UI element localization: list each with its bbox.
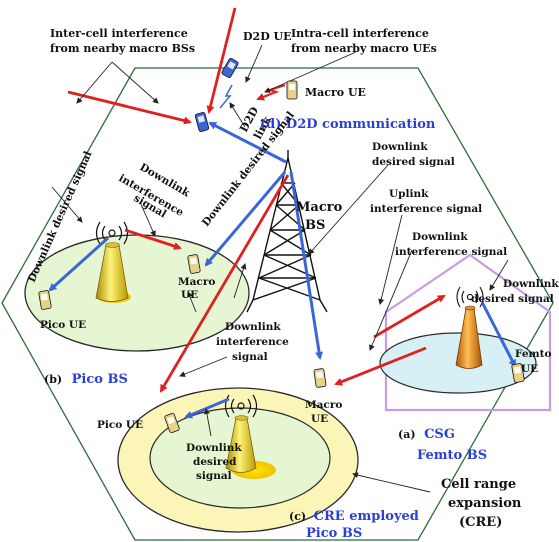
csg-femto-text: Femto BS [417,448,487,463]
pico-ue-left-phone [38,290,52,310]
dl-if-mid-label-3: signal [232,351,268,363]
pico-ue-bottom-phone [164,412,180,434]
femto-house [384,253,552,412]
dl-desired-bottom-label-2: desired [193,456,237,468]
macro-ue-mid-phone [313,368,327,388]
uplink-if-label-2: interference signal [370,203,482,215]
dl-desired-bottom-label-3: signal [196,470,232,482]
macro-ue-mid-label-2: UE [311,413,328,425]
cre-pico-bs-tower [224,394,276,479]
femto-ue-label-2: UE [521,363,538,375]
intra-cell-label-2: from nearby macro UEs [291,42,437,55]
d2d-link-zigzag [219,84,233,109]
macro-cell-hexagon [1,67,554,541]
macro-ue-left-label-1: Macro [178,276,215,288]
pico-ue-bottom-label: Pico UE [97,419,143,431]
cre-range-label-3: (CRE) [459,515,502,530]
intra-cell-interference-zigzag [256,83,286,101]
macro-ue-mid-label-1: Macro [305,399,342,411]
macro-ue-left-phone [187,254,201,274]
pico-bs-prefix: (b) [44,373,62,386]
cre-range-label-2: expansion [448,496,522,511]
dl-desired-right-label-1: Downlink [503,278,559,290]
macro-ue-left-label-2: UE [181,289,198,301]
dl-desired-right-label-2: desired signal [471,293,554,305]
interference-arrows [67,7,446,393]
cre-pico-text: Pico BS [306,526,362,541]
intra-cell-label-1: Intra-cell interference [291,27,429,40]
csg-label-2: Femto BS [417,448,487,463]
leader-lines [51,44,509,493]
d2d-ue-label: D2D UE [243,30,292,43]
pico-bs-label: (b) Pico BS [44,372,128,387]
femto-ue-phone [511,363,525,383]
pico-ue-left-label: Pico UE [40,319,86,331]
d2d-ue-left-phone [194,112,210,132]
dl-if-mid-label-1: Downlink [225,321,281,333]
inter-cell-label-1: Inter-cell interference [50,27,188,40]
d2d-ue-top-phone [221,58,239,78]
cre-prefix: (c) [289,510,306,523]
d2d-comm-text: (d) D2D communication [260,117,436,132]
femto-ue-label-1: Femto [515,348,552,360]
dl-if-right-label-2: interference signal [395,246,507,258]
dl-desired-top-label-1: Downlink [372,141,428,153]
inter-cell-label-2: from nearby macro BSs [50,42,195,55]
csg-prefix: (a) [398,428,416,441]
pico-bs-text: Pico BS [72,372,128,387]
cre-employed-text: CRE employed [314,509,419,524]
cre-title-2: Pico BS [306,526,362,541]
cre-range-label-1: Cell range [441,477,516,492]
pico-bs-tower [95,221,131,303]
desired-signal-arrows [48,121,517,419]
femto-bs-tower [455,286,484,369]
dl-if-mid-label-2: interference [216,336,289,348]
dl-if-right-label-1: Downlink [412,231,468,243]
macro-bs-label-1: Macro [296,200,343,215]
uplink-if-label-1: Uplink [389,188,429,200]
cre-title-1: (c) CRE employed [289,509,419,524]
macro-ue-top-label: Macro UE [305,86,366,99]
dl-desired-top-label-2: desired signal [372,156,455,168]
macro-ue-top-phone [286,80,298,100]
d2d-comm-title: (d) D2D communication [260,117,436,132]
csg-text: CSG [424,427,455,442]
dl-desired-bottom-label-1: Downlink [186,442,242,454]
csg-label-1: (a) CSG [398,427,455,442]
macro-bs-label-2: BS [305,218,325,233]
